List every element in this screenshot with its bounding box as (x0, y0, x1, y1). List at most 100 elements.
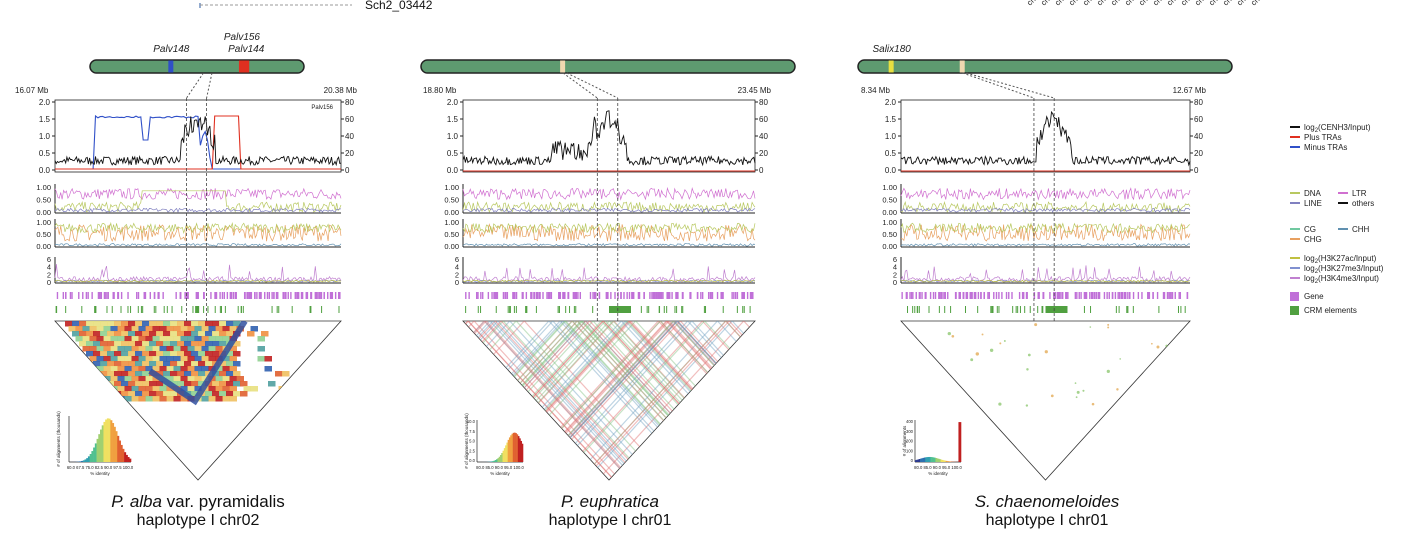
heatmap-cell (205, 341, 213, 347)
coord-right: 20.38 Mb (324, 86, 358, 95)
heatmap-stripe (672, 321, 755, 480)
gene-mark (515, 292, 518, 299)
gene-mark (264, 292, 266, 299)
crm-mark (557, 306, 559, 313)
heatmap-stripe (579, 321, 727, 480)
gene-mark (751, 292, 754, 299)
heatmap-cell (233, 341, 241, 347)
inset-xlabel: % identity (490, 471, 510, 476)
gene-mark (749, 292, 752, 299)
gene-mark (301, 292, 303, 299)
tick-label: 0.50 (882, 230, 897, 239)
gene-mark (495, 292, 497, 299)
heatmap-cell (128, 361, 136, 367)
gene-mark (271, 292, 273, 299)
gene-mark (1054, 292, 1057, 299)
inset-ylabel: # of alignments (902, 425, 907, 456)
heatmap-cell (107, 331, 115, 337)
gene-mark (506, 292, 509, 299)
heatmap-cell (131, 396, 139, 402)
heatmap-dot (981, 333, 984, 336)
heatmap-cell (194, 366, 202, 372)
gene-mark (127, 292, 129, 299)
heatmap-cell (240, 381, 248, 387)
legend-label: CHH (1352, 225, 1370, 234)
gene-mark (475, 292, 478, 299)
heatmap-cell (93, 321, 101, 327)
heatmap-cell (194, 326, 202, 332)
heatmap-stripe (463, 321, 494, 480)
tick-label: 2.0 (885, 98, 897, 107)
gene-mark (323, 292, 325, 299)
heatmap-dot (1026, 368, 1029, 371)
tick-label: 0.00 (444, 208, 459, 217)
tick-label: 6 (455, 255, 459, 264)
tick-label: 1.00 (36, 218, 51, 227)
tick-label: 1.00 (882, 218, 897, 227)
heatmap-cell (135, 381, 143, 387)
heatmap-stripe (484, 321, 632, 480)
tick-label: 60 (345, 115, 354, 124)
gene-mark (579, 292, 582, 299)
te-line (462, 207, 756, 213)
cenh3-line (462, 110, 756, 167)
heatmap-cell (191, 321, 199, 327)
heatmap-cell (180, 376, 188, 382)
gene-mark (290, 292, 292, 299)
heatmap-cell (212, 391, 220, 397)
heatmap-cell (173, 336, 181, 342)
heatmap-cell (257, 356, 265, 362)
chr-tick-label: chr (1109, 0, 1123, 7)
heatmap-dot (1050, 394, 1054, 398)
heatmap-stripe (463, 321, 525, 480)
gene-mark (1147, 292, 1149, 299)
gene-mark (503, 292, 505, 299)
gene-mark (522, 292, 524, 299)
heatmap-cell (121, 331, 129, 337)
crm-mark (998, 306, 1000, 313)
heatmap-stripe (502, 321, 650, 480)
heatmap-cell (128, 371, 136, 377)
gene-mark (651, 292, 653, 299)
heatmap-cell (89, 356, 97, 362)
repeat-tag: Palv156 (311, 105, 333, 111)
caption-haplotype: haplotype I chr02 (136, 512, 260, 529)
inset-bar (946, 461, 949, 462)
fragment-label: Sch2_03442 (365, 0, 433, 12)
gene-mark (558, 292, 561, 299)
legend-label: log2(H3K27me3/Input) (1304, 264, 1384, 275)
heatmap-cell (93, 341, 101, 347)
gene-mark (338, 292, 341, 299)
heatmap-cell (170, 331, 178, 337)
coord-left: 16.07 Mb (15, 86, 49, 95)
crm-mark (992, 306, 994, 313)
crm-mark (736, 306, 738, 313)
heatmap-cell (110, 386, 118, 392)
gene-mark (210, 292, 212, 299)
heatmap-stripe (666, 321, 755, 480)
heatmap-cell (250, 326, 258, 332)
gene-mark (1117, 292, 1119, 299)
crm-mark (681, 306, 683, 313)
gene-mark (966, 292, 969, 299)
inset-bar (921, 458, 923, 462)
methylation-line (462, 222, 756, 234)
heatmap-cell (142, 391, 150, 397)
gene-mark (562, 292, 564, 299)
gene-mark (667, 292, 670, 299)
heatmap-cell (138, 386, 146, 392)
heatmap-cell (86, 331, 94, 337)
heatmap-cell (170, 371, 178, 377)
heatmap-cell (86, 341, 94, 347)
heatmap-cell (163, 351, 171, 357)
gene-mark (232, 292, 235, 299)
tick-label: 0.00 (882, 208, 897, 217)
gene-mark (468, 292, 470, 299)
inset-bar (79, 461, 82, 462)
inset-bar (82, 460, 85, 462)
crm-mark (914, 306, 916, 313)
methylation-line (54, 223, 342, 242)
inset-bar (506, 442, 508, 462)
heatmap-cell (156, 371, 164, 377)
heatmap-cell (93, 351, 101, 357)
